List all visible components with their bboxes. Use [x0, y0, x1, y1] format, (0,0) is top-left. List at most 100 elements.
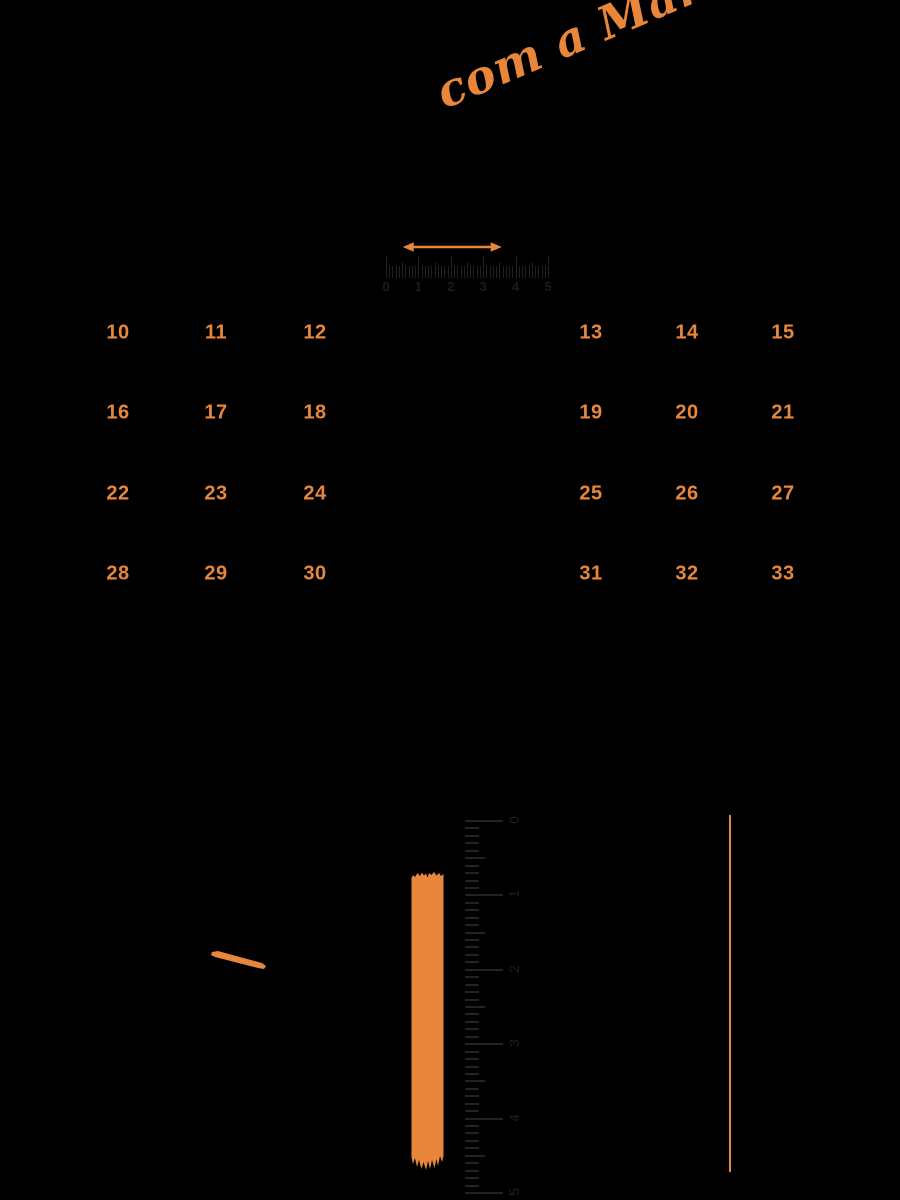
- h-ruler-tick: [473, 266, 475, 278]
- grid-number[interactable]: 13: [579, 321, 603, 344]
- v-ruler-label: 1: [505, 890, 522, 899]
- h-ruler-tick: [467, 262, 468, 278]
- v-ruler-tick: [465, 1087, 479, 1090]
- grid-number[interactable]: 26: [675, 482, 699, 505]
- h-ruler-tick: [437, 266, 439, 278]
- h-ruler-label: 2: [447, 279, 455, 294]
- v-ruler-tick: [465, 857, 485, 860]
- h-ruler-tick: [515, 256, 517, 278]
- v-ruler-tick: [465, 1169, 479, 1172]
- handwritten-title: com a Maria: [427, 0, 756, 120]
- v-ruler-label: 2: [505, 964, 522, 973]
- h-ruler-tick: [434, 262, 436, 278]
- v-ruler-tick: [465, 872, 479, 875]
- h-ruler-tick: [538, 266, 540, 278]
- h-ruler-tick: [535, 266, 537, 278]
- grid-number[interactable]: 27: [771, 482, 795, 505]
- h-ruler-tick: [522, 266, 524, 278]
- h-ruler-tick: [489, 266, 491, 278]
- v-ruler-tick: [465, 1080, 485, 1083]
- v-ruler-tick: [465, 1154, 485, 1157]
- v-ruler-tick: [465, 939, 479, 942]
- h-ruler-tick: [476, 266, 478, 278]
- h-ruler-tick: [395, 266, 397, 278]
- v-ruler-tick: [465, 1028, 479, 1031]
- h-ruler-tick: [531, 262, 533, 278]
- v-ruler-tick: [465, 983, 479, 986]
- grid-number[interactable]: 15: [771, 321, 795, 344]
- grid-number[interactable]: 31: [579, 562, 603, 585]
- h-ruler-tick: [457, 266, 459, 278]
- h-ruler-tick: [428, 266, 430, 278]
- h-ruler-tick: [441, 266, 443, 278]
- v-ruler-tick: [465, 1132, 479, 1135]
- h-ruler-label: 5: [544, 279, 552, 294]
- v-ruler-tick: [465, 946, 479, 949]
- grid-number[interactable]: 30: [303, 562, 327, 585]
- h-ruler-tick: [431, 266, 433, 278]
- grid-number[interactable]: 19: [579, 401, 603, 424]
- h-ruler-label: 1: [414, 279, 423, 294]
- measurement-arrow-icon: [402, 242, 502, 252]
- v-ruler-tick: [465, 909, 479, 912]
- v-ruler-tick: [465, 879, 479, 882]
- v-ruler-tick: [465, 961, 479, 964]
- v-ruler-tick: [465, 1013, 479, 1016]
- h-ruler-tick: [525, 266, 527, 278]
- h-ruler-label: 4: [511, 279, 520, 294]
- v-ruler-tick: [465, 1065, 479, 1068]
- grid-number[interactable]: 12: [303, 321, 327, 344]
- v-ruler-tick: [465, 916, 479, 919]
- v-ruler-tick: [465, 931, 485, 934]
- v-ruler-tick: [465, 886, 479, 889]
- grid-number[interactable]: 11: [204, 321, 228, 344]
- grid-number[interactable]: 14: [675, 321, 699, 344]
- h-ruler-tick: [518, 266, 520, 278]
- grid-number[interactable]: 20: [675, 401, 699, 424]
- v-ruler-tick: [465, 1102, 479, 1105]
- h-ruler-tick: [463, 266, 465, 278]
- v-ruler-tick: [465, 976, 479, 979]
- h-ruler-tick: [450, 256, 452, 278]
- h-ruler-tick: [402, 262, 404, 278]
- h-ruler-tick: [460, 266, 462, 278]
- v-ruler-tick: [465, 1072, 479, 1075]
- h-ruler-tick: [408, 266, 410, 278]
- v-ruler-tick: [465, 1125, 479, 1128]
- v-ruler-tick: [465, 1095, 479, 1098]
- grid-number[interactable]: 32: [675, 562, 699, 585]
- grid-number[interactable]: 16: [106, 401, 130, 424]
- v-ruler-tick: [465, 894, 503, 897]
- v-ruler-tick: [465, 991, 479, 994]
- v-ruler-tick: [465, 998, 479, 1001]
- grid-number[interactable]: 17: [204, 401, 228, 424]
- grid-number[interactable]: 33: [771, 562, 795, 585]
- h-ruler-tick: [405, 266, 407, 278]
- h-ruler-tick: [392, 266, 394, 278]
- v-ruler-tick: [465, 1058, 479, 1061]
- v-ruler-tick: [465, 1147, 479, 1150]
- h-ruler-tick: [509, 266, 511, 278]
- grid-number[interactable]: 23: [204, 482, 228, 505]
- grid-number[interactable]: 10: [106, 321, 130, 344]
- v-ruler-tick: [465, 1020, 479, 1023]
- h-ruler-tick: [505, 266, 507, 278]
- h-ruler-tick: [398, 266, 400, 278]
- orange-vertical-rule: [729, 815, 731, 1172]
- v-ruler-tick: [465, 849, 479, 852]
- grid-number[interactable]: 25: [579, 482, 603, 505]
- v-ruler-tick: [465, 1006, 485, 1008]
- v-ruler-tick: [465, 1184, 479, 1187]
- grid-number[interactable]: 21: [771, 401, 795, 424]
- grid-number[interactable]: 24: [303, 482, 327, 505]
- h-ruler-tick: [492, 266, 494, 278]
- h-ruler-tick: [512, 266, 514, 278]
- grid-number[interactable]: 18: [303, 401, 327, 424]
- v-ruler-tick: [465, 834, 479, 837]
- grid-number[interactable]: 22: [106, 482, 130, 505]
- orange-diagonal-dash: [211, 951, 266, 969]
- grid-number[interactable]: 28: [106, 562, 130, 585]
- h-ruler-label: 0: [382, 279, 390, 294]
- grid-number[interactable]: 29: [204, 562, 228, 585]
